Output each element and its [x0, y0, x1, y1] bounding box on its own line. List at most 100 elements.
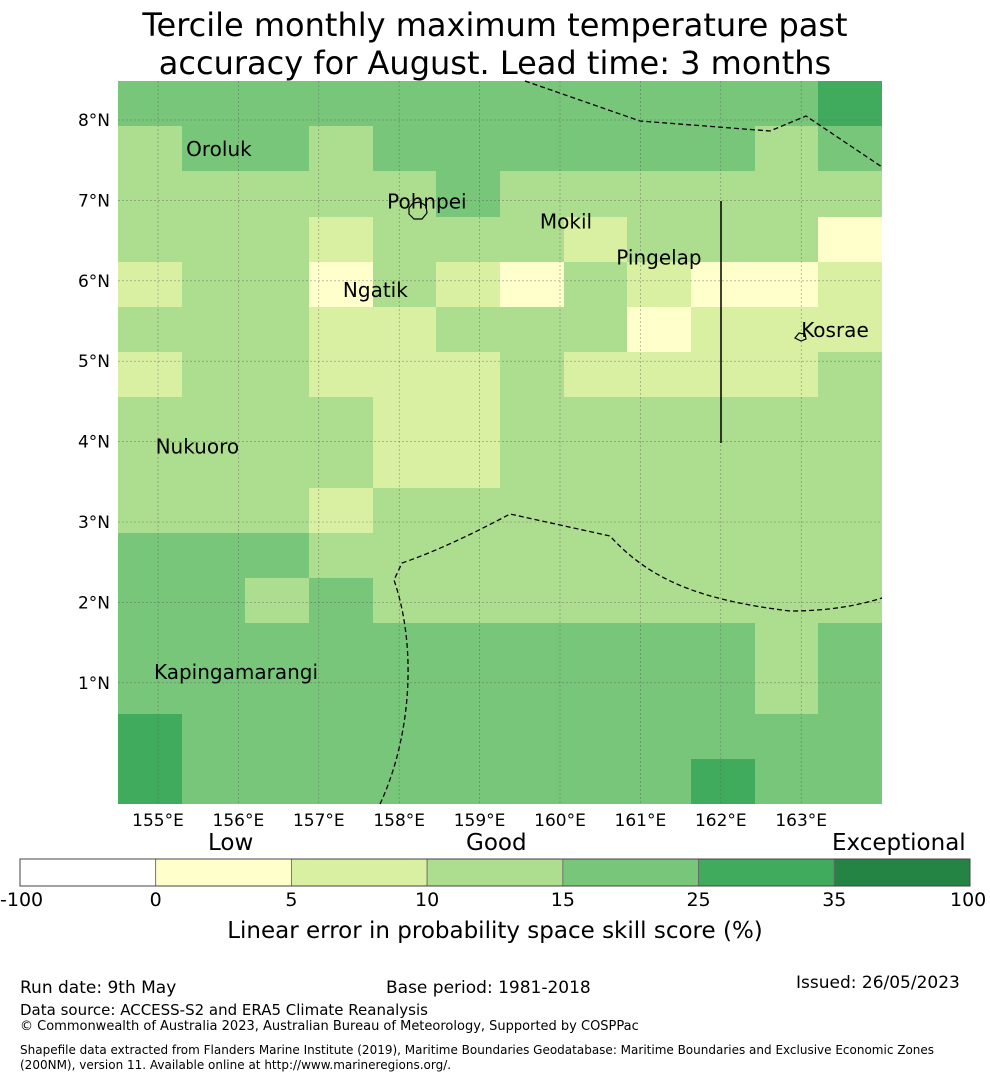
- grid-cell: [755, 81, 818, 126]
- grid-cell: [564, 533, 627, 578]
- grid-cell: [118, 81, 182, 126]
- map-title-line1: Tercile monthly maximum temperature past: [142, 6, 848, 44]
- run-date: Run date: 9th May: [20, 978, 177, 998]
- grid-cell: [436, 171, 500, 217]
- grid-cell: [436, 578, 500, 623]
- colorbar-segment: [833, 858, 971, 887]
- grid-cell: [755, 262, 818, 307]
- grid-cell: [182, 533, 245, 578]
- grid-cell: [691, 759, 755, 804]
- grid-cell: [182, 397, 245, 443]
- map-title-line2: accuracy for August. Lead time: 3 months: [158, 44, 832, 82]
- island-labels: Oroluk Pohnpei Mokil Pingelap Ngatik Kosrae Nu…: [154, 137, 869, 684]
- colorbar-tick-label: 5: [285, 889, 298, 911]
- grid-cell: [245, 217, 309, 262]
- grid-cell: [564, 488, 627, 533]
- issued-date: Issued: 26/05/2023: [796, 973, 960, 993]
- grid-cell: [182, 262, 245, 307]
- grid-cell: [691, 578, 755, 623]
- grid-cell: [245, 352, 309, 397]
- grid-cell: [564, 714, 627, 759]
- latitude-label: 2°N: [78, 593, 110, 613]
- grid-cell: [309, 443, 373, 488]
- grid-cell: [755, 533, 818, 578]
- grid-cell: [182, 488, 245, 533]
- grid-cell: [309, 759, 373, 804]
- shapefile-credit-line2: (200NM), version 11. Available online at…: [20, 1058, 452, 1072]
- grid-cell: [245, 533, 309, 578]
- grid-cell: [500, 533, 564, 578]
- grid-cell: [373, 262, 436, 307]
- colorbar-segment: [562, 858, 699, 887]
- grid-cell: [436, 759, 500, 804]
- pohnpei-island: [408, 201, 428, 220]
- grid-cell: [564, 126, 627, 171]
- copyright: © Commonwealth of Australia 2023, Austra…: [20, 1019, 639, 1034]
- longitude-label: 160°E: [534, 811, 586, 831]
- grid-cell: [755, 578, 818, 623]
- grid-cell: [818, 171, 882, 217]
- grid-cell: [627, 488, 691, 533]
- grid-cell: [373, 81, 436, 126]
- grid-cell: [373, 307, 436, 352]
- grid-cell: [118, 397, 182, 443]
- island-label: Pingelap: [616, 246, 701, 270]
- grid-cell: [245, 443, 309, 488]
- grid-cell: [118, 623, 182, 668]
- grid-cell: [245, 714, 309, 759]
- grid-cell: [182, 171, 245, 217]
- grid-cell: [182, 578, 245, 623]
- grid-cell: [309, 397, 373, 443]
- grid-cell: [118, 488, 182, 533]
- grid-cell: [118, 443, 182, 488]
- grid-cell: [818, 126, 882, 171]
- colorbar-tick-label: 35: [822, 889, 847, 911]
- grid-cell: [373, 171, 436, 217]
- longitude-label: 156°E: [213, 811, 265, 831]
- grid-cell: [500, 81, 564, 126]
- grid-cell: [118, 533, 182, 578]
- grid-cell: [245, 171, 309, 217]
- grid-cell: [627, 352, 691, 397]
- grid-cell: [818, 217, 882, 262]
- longitude-label: 158°E: [373, 811, 425, 831]
- grid-cell: [436, 668, 500, 714]
- grid-cell: [627, 578, 691, 623]
- latitude-label: 8°N: [78, 111, 110, 131]
- grid-cell: [627, 443, 691, 488]
- island-label: Mokil: [540, 210, 592, 234]
- grid-cell: [118, 262, 182, 307]
- grid-cell: [627, 714, 691, 759]
- island-label: Oroluk: [186, 137, 252, 161]
- grid-cell: [818, 352, 882, 397]
- grid-cell: [564, 81, 627, 126]
- grid-cell: [182, 126, 245, 171]
- grid-cell: [309, 714, 373, 759]
- grid-cell: [627, 759, 691, 804]
- grid-cell: [309, 171, 373, 217]
- grid-cell: [182, 759, 245, 804]
- grid-cell: [500, 759, 564, 804]
- grid-cell: [118, 171, 182, 217]
- grid-cell: [436, 81, 500, 126]
- grid-cell: [500, 217, 564, 262]
- grid-cell: [755, 126, 818, 171]
- grid-cell: [500, 623, 564, 668]
- latitude-label: 4°N: [78, 433, 110, 453]
- grid-cell: [500, 262, 564, 307]
- grid-cell: [564, 171, 627, 217]
- grid-cell: [245, 578, 309, 623]
- grid-cell: [245, 262, 309, 307]
- grid-cell: [436, 714, 500, 759]
- grid-cell: [118, 714, 182, 759]
- grid-cell: [755, 217, 818, 262]
- grid-cell: [691, 307, 755, 352]
- grid-cell: [564, 443, 627, 488]
- latitude-label: 5°N: [78, 352, 110, 372]
- grid-cell: [309, 352, 373, 397]
- grid-cell: [691, 714, 755, 759]
- grid-cell: [309, 668, 373, 714]
- island-label: Ngatik: [343, 278, 408, 302]
- grid-cell: [245, 759, 309, 804]
- longitude-labels: 155°E 156°E 157°E 158°E 159°E 160°E 161°E 162°E…: [132, 811, 827, 831]
